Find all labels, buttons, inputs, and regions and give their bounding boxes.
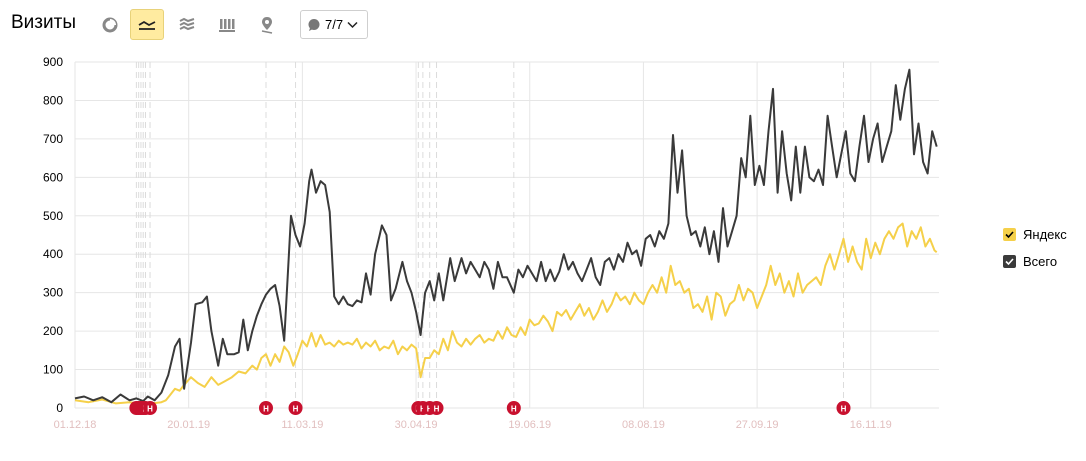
y-tick-label: 800 (43, 93, 63, 107)
map-icon (261, 16, 273, 34)
visits-chart: 0 100 200 300 400 500 600 700 800 900 01.12.18 20.0… (0, 50, 1086, 456)
dropdown-value: 7/7 (325, 17, 344, 32)
x-tick-label: 19.06.19 (508, 419, 551, 431)
x-tick-label: 11.03.19 (281, 419, 323, 431)
event-marker (506, 401, 521, 415)
event-marker-label: Н (434, 405, 440, 414)
chevron-down-icon (347, 21, 358, 28)
x-tick-label: 27.09.19 (736, 419, 779, 431)
event-marker-label: Н (511, 405, 517, 414)
chart-canvas: 0 100 200 300 400 500 600 700 800 900 01.12.18 20.0… (43, 55, 939, 431)
x-tick-label: 16.11.19 (850, 419, 892, 431)
column-chart-icon (219, 18, 235, 32)
x-tick-label: 08.08.19 (622, 419, 665, 431)
y-tick-label: 0 (56, 401, 63, 415)
event-marker-label: Н (263, 405, 269, 414)
checkbox-checked-icon[interactable] (1003, 254, 1016, 268)
chart-header: Визиты (0, 0, 1086, 50)
event-marker (429, 401, 444, 415)
event-marker (143, 401, 158, 415)
column-chart-button[interactable] (210, 9, 244, 40)
y-tick-label: 200 (43, 324, 63, 338)
x-tick-label: 20.01.19 (167, 419, 210, 431)
x-tick-label: 01.12.18 (54, 419, 97, 431)
y-tick-label: 100 (43, 363, 63, 377)
y-tick-label: 700 (43, 132, 63, 146)
area-chart-icon (179, 17, 195, 30)
event-marker (288, 401, 303, 415)
event-marker (836, 401, 851, 415)
event-marker-label: Н (841, 405, 847, 414)
y-tick-label: 600 (43, 170, 63, 184)
legend: Яндекс Всего (1003, 225, 1067, 279)
legend-label: Яндекс (1023, 226, 1067, 242)
checkbox-checked-icon[interactable] (1003, 227, 1016, 241)
legend-item-total[interactable]: Всего (1003, 252, 1067, 270)
legend-item-yandex[interactable]: Яндекс (1003, 225, 1067, 243)
series-dropdown[interactable]: 7/7 (300, 10, 368, 39)
y-tick-label: 500 (43, 209, 63, 223)
series-line-yandex (74, 222, 938, 406)
y-tick-label: 300 (43, 286, 63, 300)
x-tick-label: 30.04.19 (395, 419, 438, 431)
pie-chart-button[interactable] (93, 9, 127, 40)
event-marker-label: Н (293, 405, 299, 414)
series-line-total (74, 68, 938, 404)
event-marker-label: Н (147, 405, 153, 414)
event-marker (258, 401, 273, 415)
line-chart-button[interactable] (130, 9, 164, 40)
pie-chart-icon (102, 17, 118, 32)
y-tick-label: 900 (43, 55, 63, 69)
legend-label: Всего (1023, 253, 1058, 269)
area-chart-button[interactable] (170, 9, 204, 40)
line-chart-icon (138, 20, 156, 30)
y-tick-label: 400 (43, 247, 63, 261)
map-button[interactable] (250, 9, 284, 40)
speech-bubble-icon (308, 18, 320, 31)
chart-title: Визиты (11, 12, 76, 33)
